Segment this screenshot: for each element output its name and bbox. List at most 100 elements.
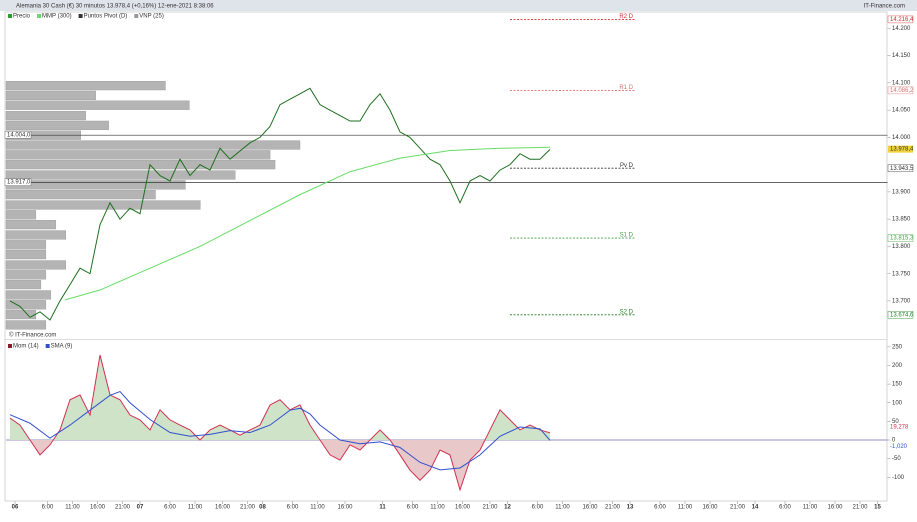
pivot-name: R1 D bbox=[619, 85, 633, 91]
legend-label: VNP (25) bbox=[139, 14, 164, 20]
title-bar bbox=[0, 0, 917, 11]
level-label-box bbox=[4, 178, 32, 186]
x-tick-label: 21:00 bbox=[730, 505, 746, 511]
pivot-label: 14.086,2 bbox=[890, 88, 914, 94]
volume-profile-bar bbox=[5, 249, 47, 260]
y-tick-label: 150 bbox=[892, 382, 903, 388]
y-tick-label: 14.150 bbox=[892, 53, 911, 59]
volume-profile-bar bbox=[5, 100, 190, 110]
series-line bbox=[64, 146, 551, 301]
y-tick-label: 200 bbox=[892, 363, 903, 369]
volume-profile-bar bbox=[5, 120, 109, 130]
volume-profile-bar bbox=[5, 160, 276, 170]
volume-profile-bar bbox=[5, 190, 156, 200]
series-line bbox=[9, 354, 551, 492]
y-tick-label: 14.000 bbox=[892, 135, 911, 141]
x-tick-label: 11:00 bbox=[65, 505, 80, 511]
x-tick-label: 08 bbox=[259, 505, 266, 511]
x-tick-label: 13 bbox=[627, 505, 634, 511]
site-name: IT-Finance.com bbox=[864, 4, 905, 10]
plot-frame bbox=[4, 11, 888, 502]
mom-area bbox=[10, 440, 550, 490]
x-tick-label: 06 bbox=[12, 505, 19, 511]
x-tick-label: 16:00 bbox=[90, 505, 106, 511]
legend-label: Puntos Pivot (D) bbox=[84, 14, 128, 20]
volume-profile-bar bbox=[5, 270, 47, 280]
x-tick-label: 6:00 bbox=[42, 505, 54, 511]
last-price-label: 13.978,4 bbox=[890, 147, 914, 153]
x-tick-label: 11:00 bbox=[310, 505, 325, 511]
volume-profile-bar bbox=[5, 279, 42, 290]
x-tick-label: 6:00 bbox=[407, 505, 419, 511]
legend-swatch bbox=[37, 14, 42, 18]
pivot-label-box bbox=[887, 311, 914, 319]
x-tick-label: 16:00 bbox=[215, 505, 231, 511]
volume-profile-bar bbox=[5, 150, 271, 160]
pivot-label-box bbox=[887, 86, 914, 95]
volume-profile-bar bbox=[5, 300, 47, 310]
series-line bbox=[9, 87, 551, 321]
legend-swatch bbox=[134, 14, 139, 18]
legend-swatch bbox=[78, 14, 83, 18]
volume-profile-bar bbox=[5, 210, 37, 220]
y-tick-label: 14.050 bbox=[892, 108, 911, 114]
pivot-name: S1 D bbox=[620, 233, 634, 239]
x-tick-label: 11:00 bbox=[555, 505, 570, 511]
x-tick-label: 16:00 bbox=[582, 505, 598, 511]
x-tick-label: 21:00 bbox=[115, 505, 131, 511]
pivot-name: S2 D bbox=[620, 309, 634, 315]
level-label: 13.917,0 bbox=[7, 180, 31, 186]
legend-swatch bbox=[8, 344, 12, 348]
y-tick-label: 14.100 bbox=[892, 80, 911, 86]
y-tick-label: 50 bbox=[892, 419, 899, 425]
volume-profile-bar bbox=[5, 80, 166, 91]
x-tick-label: 12 bbox=[504, 505, 511, 511]
last-price-box bbox=[888, 145, 913, 153]
watermark: © IT-Finance.com bbox=[9, 332, 56, 339]
pivot-label: 13.943,5 bbox=[890, 166, 914, 172]
x-tick-label: 16:00 bbox=[702, 505, 718, 511]
legend-swatch bbox=[45, 344, 50, 348]
x-tick-label: 14 bbox=[752, 505, 759, 511]
volume-profile-bar bbox=[5, 170, 236, 180]
pivot-name: Pv D bbox=[620, 163, 634, 169]
pivot-label: 13.674,6 bbox=[890, 312, 914, 318]
x-tick-label: 16:00 bbox=[337, 505, 353, 511]
volume-profile-bar bbox=[5, 260, 66, 270]
legend-label: Precio bbox=[13, 14, 31, 20]
series-line bbox=[9, 390, 551, 471]
pivot-label-box bbox=[887, 234, 914, 242]
legend-label: SMA (9) bbox=[51, 344, 73, 350]
pivot-label-box bbox=[887, 15, 914, 24]
x-tick-label: 6:00 bbox=[532, 505, 544, 511]
last-value-label: -1,020 bbox=[890, 444, 908, 450]
x-tick-label: 11 bbox=[379, 505, 386, 511]
y-tick-label: 14.200 bbox=[892, 26, 911, 32]
y-tick-label: 13.800 bbox=[892, 244, 911, 250]
x-tick-label: 21:00 bbox=[240, 505, 256, 511]
x-tick-label: 11:00 bbox=[430, 505, 445, 511]
x-tick-label: 15 bbox=[874, 505, 881, 511]
y-tick-label: 13.750 bbox=[892, 271, 911, 277]
legend-swatch bbox=[8, 14, 12, 18]
volume-profile-bar bbox=[5, 200, 201, 210]
y-tick-label: -100 bbox=[892, 475, 905, 481]
volume-profile-bar bbox=[5, 110, 86, 121]
x-tick-label: 6:00 bbox=[287, 505, 299, 511]
y-tick-label: -50 bbox=[892, 456, 901, 462]
volume-profile-bar bbox=[5, 230, 66, 240]
pivot-label: 13.815,3 bbox=[890, 236, 914, 242]
x-tick-label: 16:00 bbox=[455, 505, 471, 511]
y-tick-label: 13.850 bbox=[892, 217, 911, 223]
volume-profile-bar bbox=[5, 180, 186, 190]
legend-label: Mom (14) bbox=[13, 344, 39, 350]
y-tick-label: 100 bbox=[892, 400, 903, 406]
x-tick-label: 21:00 bbox=[605, 505, 621, 511]
volume-profile-bar bbox=[5, 290, 52, 300]
volume-profile-bar bbox=[5, 309, 37, 320]
pivot-name: R2 D bbox=[619, 14, 633, 20]
pivot-label: 14.216,4 bbox=[890, 17, 914, 23]
volume-profile-bar bbox=[5, 220, 57, 230]
x-tick-label: 07 bbox=[137, 505, 144, 511]
